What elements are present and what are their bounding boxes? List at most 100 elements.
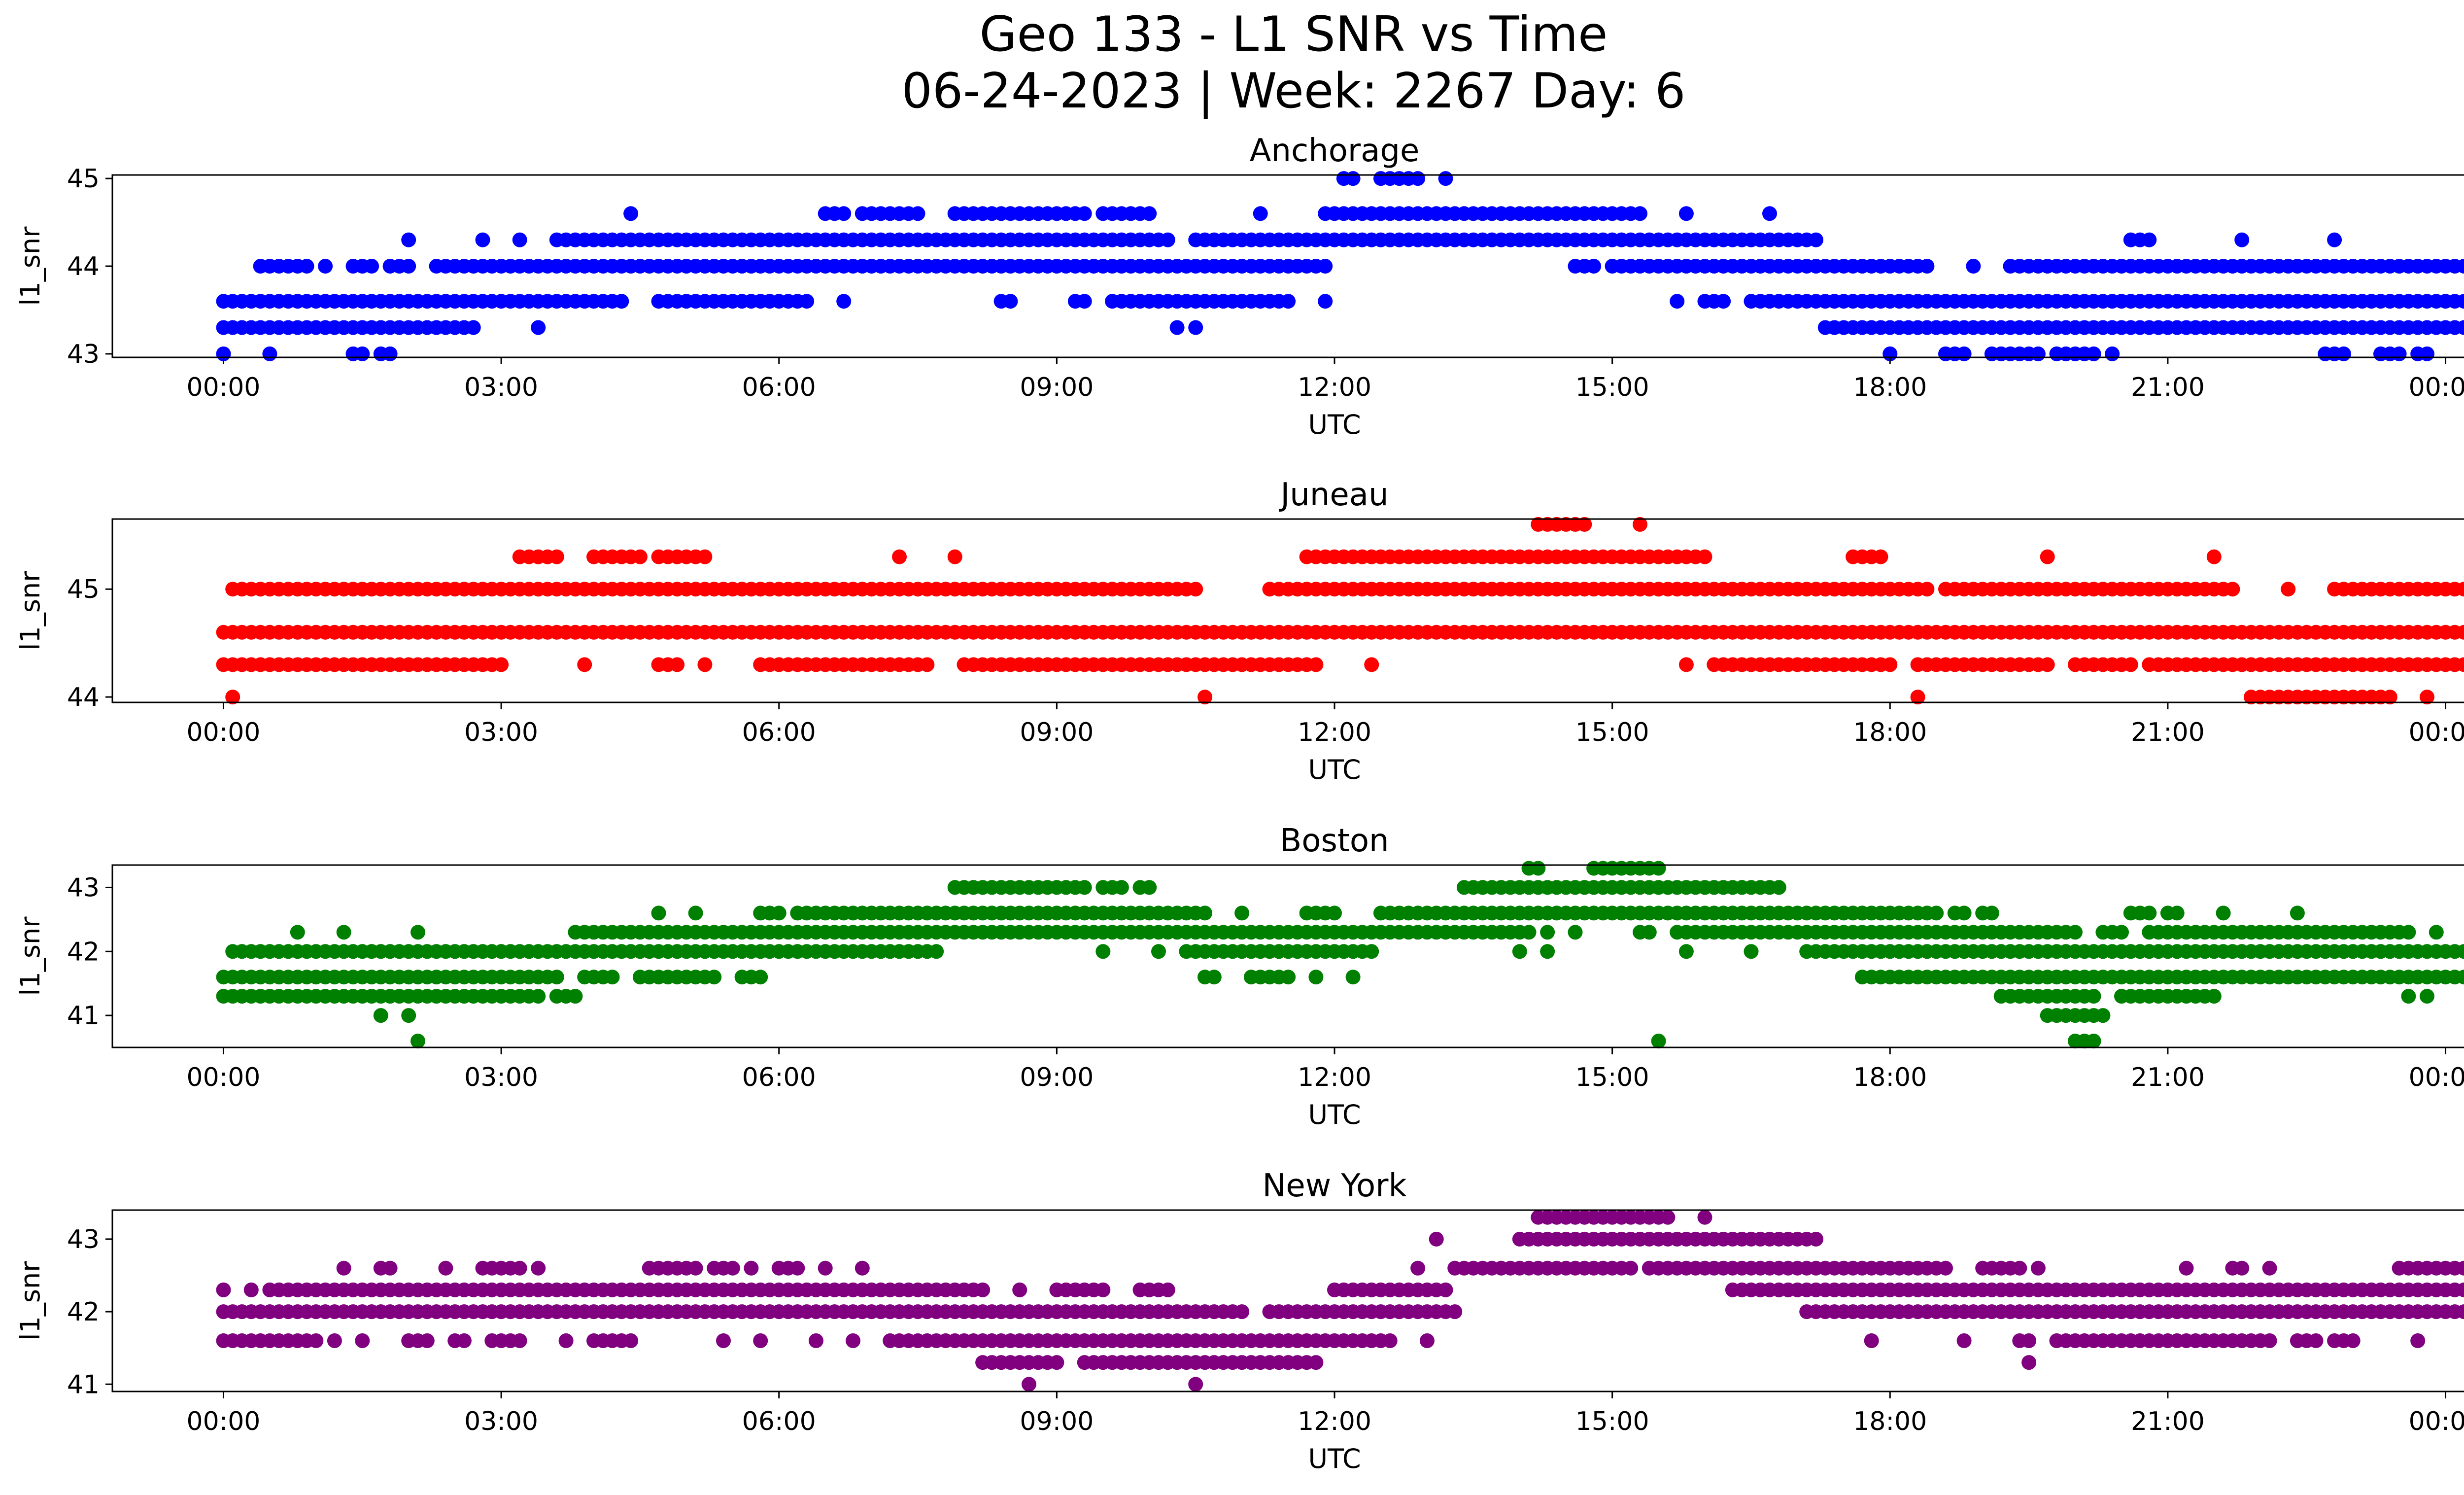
data-point — [1049, 1355, 1064, 1370]
y-axis-label-new-york: l1_snr — [15, 1261, 46, 1341]
data-point — [549, 970, 564, 985]
data-point — [2281, 582, 2296, 597]
data-point — [1022, 1377, 1036, 1392]
data-point — [1160, 1282, 1175, 1297]
data-point — [2030, 346, 2046, 361]
data-point — [1077, 880, 1092, 895]
data-point — [2216, 905, 2231, 921]
x-tick-label: 00:00 — [187, 1407, 261, 1436]
data-point — [1410, 1260, 1426, 1276]
data-point — [262, 346, 277, 361]
data-point — [558, 1333, 574, 1348]
data-point — [401, 232, 416, 247]
data-point — [2030, 1260, 2046, 1276]
data-point — [2262, 1333, 2277, 1348]
data-point — [1114, 880, 1129, 895]
data-point — [1077, 206, 1092, 221]
data-point — [466, 320, 481, 335]
data-point — [1651, 861, 1666, 876]
data-point — [1568, 925, 1583, 940]
data-point — [1531, 861, 1546, 876]
x-tick-label: 12:00 — [1298, 1407, 1371, 1436]
y-axis-label-juneau: l1_snr — [15, 571, 46, 651]
data-point — [308, 1333, 324, 1348]
data-point — [1142, 206, 1157, 221]
data-point — [1956, 905, 1972, 921]
data-point — [2457, 625, 2464, 640]
data-point — [2457, 1304, 2464, 1320]
y-tick-label: 41 — [67, 1001, 100, 1031]
x-tick-label: 21:00 — [2131, 718, 2205, 747]
data-point — [2021, 1355, 2037, 1370]
x-tick-label: 00:00 — [2409, 1063, 2464, 1092]
data-point — [2123, 657, 2138, 672]
data-point — [1586, 259, 1602, 274]
data-point — [2327, 232, 2342, 247]
data-point — [623, 1333, 639, 1348]
data-point — [2021, 1333, 2037, 1348]
data-point — [327, 1333, 342, 1348]
data-point — [808, 1333, 823, 1348]
x-tick-label: 03:00 — [464, 1407, 538, 1436]
data-point — [2308, 1333, 2324, 1348]
data-point — [1142, 880, 1157, 895]
x-tick-label: 21:00 — [2131, 1407, 2205, 1436]
data-point — [855, 1260, 870, 1276]
data-point — [355, 346, 370, 361]
data-point — [419, 1333, 435, 1348]
data-point — [2086, 989, 2101, 1004]
x-tick-label: 06:00 — [742, 718, 816, 747]
data-point — [2457, 582, 2464, 597]
data-point — [336, 1260, 351, 1276]
data-point — [799, 294, 815, 309]
data-point — [1095, 944, 1111, 959]
data-point — [336, 925, 351, 940]
data-point — [2457, 259, 2464, 274]
data-point — [438, 1260, 453, 1276]
data-point — [318, 259, 333, 274]
data-point — [651, 905, 666, 921]
x-tick-label: 06:00 — [742, 1063, 816, 1092]
x-tick-label: 00:00 — [2409, 1407, 2464, 1436]
subplot-title-boston: Boston — [1280, 823, 1389, 859]
data-point — [753, 1333, 768, 1348]
data-point — [670, 657, 685, 672]
data-point — [2457, 1260, 2464, 1276]
data-point — [2086, 1034, 2101, 1048]
data-point — [947, 549, 962, 564]
data-point — [1642, 925, 1657, 940]
data-point — [1308, 1355, 1324, 1370]
data-point — [1651, 1034, 1666, 1048]
data-point — [623, 206, 639, 221]
x-axis-label-new-york: UTC — [1308, 1443, 1361, 1474]
x-tick-label: 18:00 — [1853, 373, 1927, 402]
y-tick-label: 43 — [67, 340, 100, 369]
data-point — [818, 1260, 833, 1276]
x-axis-label-anchorage: UTC — [1308, 409, 1361, 440]
data-point — [716, 1333, 731, 1348]
x-tick-label: 03:00 — [464, 1063, 538, 1092]
data-point — [929, 944, 944, 959]
data-point — [1077, 294, 1092, 309]
data-point — [577, 657, 592, 672]
data-point — [1762, 206, 1777, 221]
data-point — [1577, 517, 1592, 532]
data-point — [2040, 657, 2055, 672]
y-tick-label: 43 — [67, 873, 100, 903]
data-point — [2401, 925, 2416, 940]
data-point — [1364, 944, 1379, 959]
data-point — [512, 1333, 527, 1348]
data-point — [1633, 517, 1647, 532]
data-point — [2457, 657, 2464, 672]
x-tick-label: 15:00 — [1575, 718, 1649, 747]
y-tick-label: 41 — [67, 1370, 100, 1399]
data-point — [1198, 905, 1212, 921]
data-point — [1012, 1282, 1027, 1297]
data-point — [2420, 690, 2434, 705]
data-point — [688, 1260, 703, 1276]
data-point — [225, 690, 240, 705]
data-point — [1438, 171, 1453, 186]
data-point — [1234, 1304, 1250, 1320]
subplot-new-york: New York 00:00 03:00 06:00 09:00 12:00 15:00 18… — [15, 1168, 2464, 1474]
